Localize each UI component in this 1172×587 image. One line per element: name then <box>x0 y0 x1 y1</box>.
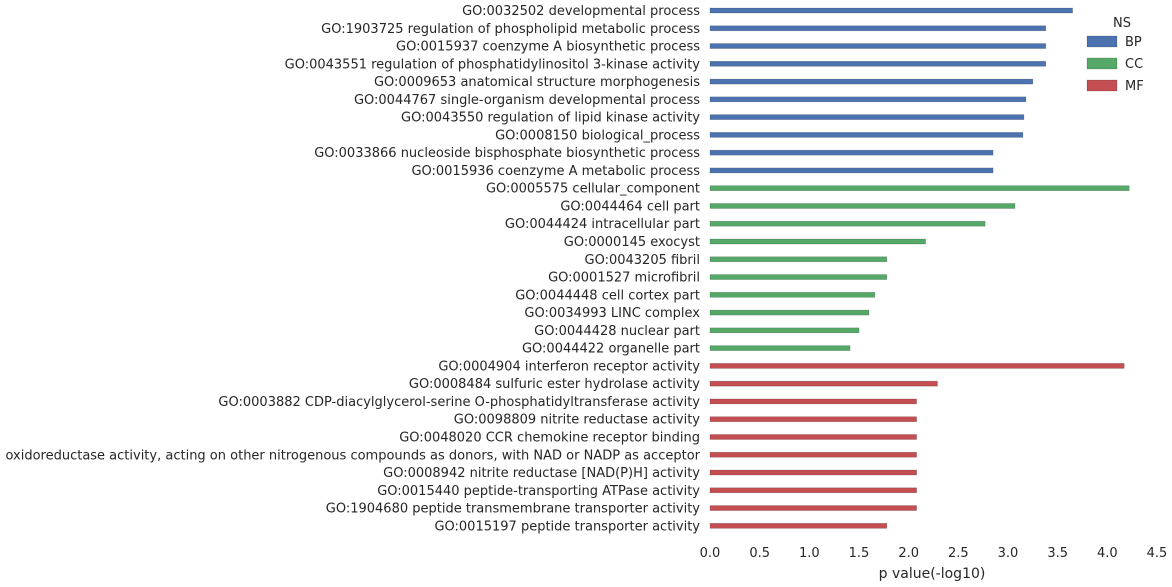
bar-bp <box>709 132 1024 138</box>
x-axis: 0.0 0.5 1.0 1.5 2.0 2.5 3.0 3.5 4.0 4.5 <box>700 546 1168 561</box>
bar-cc <box>709 185 1130 191</box>
category-label: GO:0043205 fibril <box>585 253 701 268</box>
category-label: GO:1903725 regulation of phospholipid me… <box>321 22 700 37</box>
bar-bp <box>709 96 1027 103</box>
category-label: GO:0044767 single-organism developmental… <box>354 93 700 108</box>
legend-title: NS <box>1113 16 1131 31</box>
category-label: GO:0043550 regulation of lipid kinase ac… <box>401 111 700 126</box>
category-label: GO:0044448 cell cortex part <box>515 288 700 303</box>
category-label: GO:0098809 nitrite reductase activity <box>454 413 701 428</box>
bar-bp <box>709 78 1034 85</box>
bar-mf <box>709 523 888 529</box>
bar-cc <box>709 345 851 351</box>
category-label: GO:0015197 peptide transporter activity <box>434 519 700 534</box>
category-label: GO:0044424 intracellular part <box>505 217 700 232</box>
category-label: GO:0034993 LINC complex <box>524 306 700 321</box>
category-label: GO:0043551 regulation of phosphatidylino… <box>285 57 701 72</box>
category-label: GO:0048020 CCR chemokine receptor bindin… <box>399 430 700 445</box>
bar-bp <box>709 7 1073 14</box>
category-label: GO:0008942 nitrite reductase [NAD(P)H] a… <box>383 466 700 481</box>
bar-mf <box>709 487 917 494</box>
x-tick-label: 4.0 <box>1097 546 1118 561</box>
x-axis-label: p value(-log10) <box>879 566 986 582</box>
bar-cc <box>709 220 986 227</box>
bar-cc <box>709 309 870 316</box>
bar-mf <box>709 434 917 440</box>
bar-cc <box>709 274 888 280</box>
category-labels: GO:0032502 developmental process GO:19037… <box>0 4 701 534</box>
x-tick-label: 2.0 <box>898 546 919 561</box>
bar-bp <box>709 149 994 156</box>
legend-swatch-bp <box>1086 35 1118 48</box>
bar-bp <box>709 167 994 174</box>
bar-mf <box>709 416 917 423</box>
x-tick-label: 0.5 <box>749 546 770 561</box>
legend-swatch-cc <box>1086 57 1118 70</box>
bar-bp <box>709 114 1025 120</box>
x-tick-label: 3.0 <box>998 546 1019 561</box>
category-label: GO:0001527 microfibril <box>548 271 700 286</box>
bar-cc <box>709 292 876 298</box>
category-label: GO:1904680 peptide transmembrane transpo… <box>326 502 701 517</box>
legend-swatch-mf <box>1086 79 1118 92</box>
category-label: GO:0032502 developmental process <box>462 4 700 19</box>
x-tick-label: 1.5 <box>849 546 870 561</box>
category-label: GO:0003882 CDP-diacylglycerol-serine O-p… <box>218 395 700 410</box>
bar-mf <box>709 469 917 476</box>
x-tick-label: 3.5 <box>1047 546 1068 561</box>
category-label: GO:0044428 nuclear part <box>534 324 700 339</box>
category-label: GO:0044464 cell part <box>560 199 700 214</box>
legend-label-cc: CC <box>1125 57 1143 72</box>
bar-cc <box>709 238 926 245</box>
x-tick-label: 2.5 <box>948 546 969 561</box>
category-label: GO:0005575 cellular_component <box>486 182 700 197</box>
category-label: GO:0009653 anatomical structure morphoge… <box>374 75 700 90</box>
x-tick-label: 4.5 <box>1147 546 1168 561</box>
legend-items: BP CC MF <box>1086 35 1144 94</box>
bar-mf <box>709 451 917 458</box>
category-label: GO:0046857 oxidoreductase activity, acti… <box>0 448 701 463</box>
category-label: GO:0015936 coenzyme A metabolic process <box>411 164 700 179</box>
category-label: GO:0004904 interferon receptor activity <box>438 359 700 374</box>
x-tick-label: 0.0 <box>700 546 721 561</box>
category-label: GO:0008150 biological_process <box>495 128 700 143</box>
category-label: GO:0044422 organelle part <box>522 342 700 357</box>
bar-mf <box>709 398 917 405</box>
bars-layer <box>709 7 1130 529</box>
bar-cc <box>709 327 860 334</box>
legend-label-bp: BP <box>1125 35 1142 50</box>
bar-bp <box>709 43 1047 49</box>
bar-mf <box>709 505 917 511</box>
category-label: GO:0033866 nucleoside bisphosphate biosy… <box>314 146 700 161</box>
bar-cc <box>709 203 1016 209</box>
x-tick-label: 1.0 <box>799 546 820 561</box>
bar-cc <box>709 256 888 263</box>
category-label: GO:0008484 sulfuric ester hydrolase acti… <box>409 377 700 392</box>
bar-bp <box>709 61 1047 67</box>
category-label: GO:0015937 coenzyme A biosynthetic proce… <box>396 40 700 55</box>
category-label: GO:0000145 exocyst <box>564 235 700 250</box>
bar-mf <box>709 363 1125 369</box>
legend-label-mf: MF <box>1125 79 1144 94</box>
bar-mf <box>709 380 938 387</box>
category-label: GO:0015440 peptide-transporting ATPase a… <box>377 484 700 499</box>
legend: NS BP CC MF <box>1086 16 1144 94</box>
bar-bp <box>709 25 1047 32</box>
